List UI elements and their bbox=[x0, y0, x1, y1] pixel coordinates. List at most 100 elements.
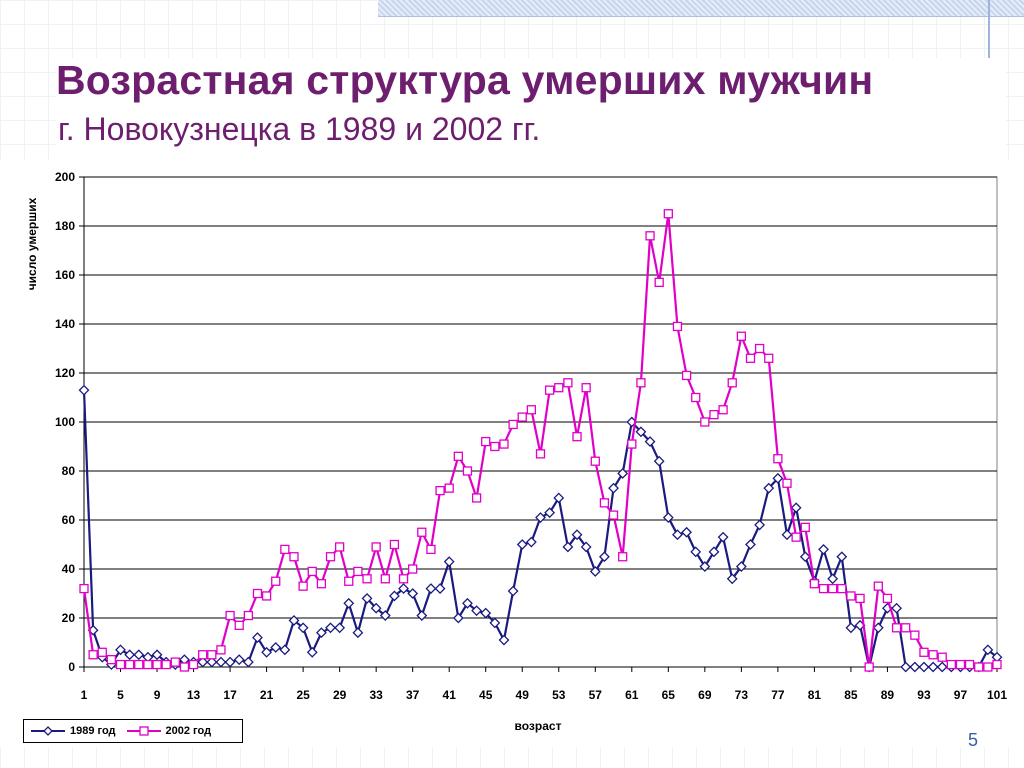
data-point bbox=[726, 573, 738, 585]
data-point bbox=[598, 551, 610, 563]
data-point bbox=[252, 632, 263, 644]
data-point bbox=[964, 659, 975, 670]
data-point bbox=[745, 353, 756, 363]
data-point bbox=[882, 593, 893, 604]
y-tick-label: 180 bbox=[55, 219, 75, 233]
data-point bbox=[636, 378, 646, 388]
data-point bbox=[525, 536, 537, 548]
data-point bbox=[224, 656, 236, 668]
data-point bbox=[836, 551, 848, 563]
data-point bbox=[562, 541, 574, 553]
data-point bbox=[125, 659, 135, 670]
x-tick-label: 101 bbox=[987, 688, 1007, 702]
data-point bbox=[490, 441, 500, 452]
data-point bbox=[773, 454, 783, 464]
decorative-top-band bbox=[378, 0, 1024, 17]
x-axis-label: возраст bbox=[515, 719, 562, 733]
data-point bbox=[827, 573, 839, 585]
data-point bbox=[608, 510, 619, 520]
x-tick-label: 1 bbox=[81, 688, 88, 702]
data-point bbox=[891, 623, 902, 633]
legend-swatch-1989 bbox=[31, 726, 65, 736]
data-point bbox=[645, 231, 655, 241]
data-point bbox=[754, 343, 765, 354]
data-point bbox=[315, 627, 327, 639]
x-tick-label: 21 bbox=[260, 688, 274, 702]
data-point bbox=[289, 552, 299, 562]
data-point bbox=[782, 478, 792, 488]
data-point bbox=[115, 659, 126, 670]
slide-subtitle: г. Новокузнецка в 1989 и 2002 гг. bbox=[58, 111, 541, 147]
data-point bbox=[516, 539, 528, 550]
data-point bbox=[735, 561, 747, 572]
data-point bbox=[828, 583, 838, 594]
y-axis-label: число умерших bbox=[25, 197, 39, 290]
data-point bbox=[872, 622, 884, 634]
data-point bbox=[307, 566, 317, 577]
data-point bbox=[471, 605, 483, 617]
data-point bbox=[608, 482, 619, 494]
data-point bbox=[508, 419, 518, 430]
data-point bbox=[764, 353, 774, 363]
data-point bbox=[517, 412, 527, 422]
data-point bbox=[344, 576, 354, 586]
data-point bbox=[280, 544, 290, 555]
chart-series bbox=[78, 209, 1003, 673]
data-point bbox=[900, 661, 912, 673]
data-point bbox=[928, 650, 938, 660]
data-point bbox=[271, 576, 281, 586]
data-point bbox=[581, 383, 591, 393]
data-point bbox=[653, 455, 665, 467]
data-point bbox=[316, 579, 327, 589]
data-point bbox=[837, 583, 847, 594]
data-point bbox=[700, 417, 710, 427]
data-point bbox=[453, 451, 463, 461]
data-point bbox=[845, 622, 857, 634]
data-point bbox=[818, 583, 829, 594]
page-number: 5 bbox=[968, 730, 979, 750]
data-point bbox=[654, 277, 664, 287]
x-tick-label: 93 bbox=[917, 688, 931, 702]
line-chart: 0 20 40 60 80 100 120 140 160 180 200 1 5 9 13 17 21 25 29… bbox=[25, 170, 1007, 733]
data-point bbox=[306, 646, 318, 658]
data-point bbox=[207, 650, 217, 660]
slide-title: Возрастная структура умерших мужчин bbox=[56, 57, 874, 103]
data-point bbox=[627, 439, 637, 449]
data-point bbox=[754, 519, 766, 531]
data-point bbox=[589, 566, 601, 577]
legend-label-1989: 1989 год bbox=[70, 725, 116, 737]
x-tick-label: 5 bbox=[117, 688, 124, 702]
data-point bbox=[398, 574, 409, 584]
data-point bbox=[270, 641, 282, 653]
data-point bbox=[216, 645, 226, 655]
data-point bbox=[681, 526, 692, 538]
y-tick-label: 80 bbox=[62, 464, 76, 478]
y-tick-label: 40 bbox=[62, 562, 76, 576]
data-point bbox=[151, 649, 163, 661]
data-point bbox=[152, 659, 162, 670]
x-tick-label: 49 bbox=[516, 688, 530, 702]
data-point bbox=[481, 436, 491, 447]
data-point bbox=[927, 661, 939, 673]
data-point bbox=[763, 482, 775, 494]
x-tick-label: 65 bbox=[662, 688, 676, 702]
data-point bbox=[279, 644, 291, 656]
x-tick-label: 53 bbox=[552, 688, 566, 702]
data-point bbox=[334, 622, 346, 634]
chart-area: 0 20 40 60 80 100 120 140 160 180 200 1 5 9 13 17 21 25 29… bbox=[0, 160, 1024, 748]
data-point bbox=[106, 654, 117, 665]
data-point bbox=[772, 472, 784, 484]
data-point bbox=[790, 502, 802, 514]
data-point bbox=[919, 647, 929, 657]
data-point bbox=[672, 321, 683, 332]
data-point bbox=[498, 634, 510, 646]
data-point bbox=[718, 405, 728, 415]
data-point bbox=[188, 659, 199, 670]
data-point bbox=[79, 583, 89, 594]
y-tick-label: 20 bbox=[62, 611, 76, 625]
legend-label-2002: 2002 год bbox=[165, 725, 212, 737]
data-point bbox=[489, 617, 501, 629]
data-point bbox=[799, 551, 811, 563]
data-point bbox=[352, 627, 364, 639]
data-point bbox=[745, 539, 756, 550]
